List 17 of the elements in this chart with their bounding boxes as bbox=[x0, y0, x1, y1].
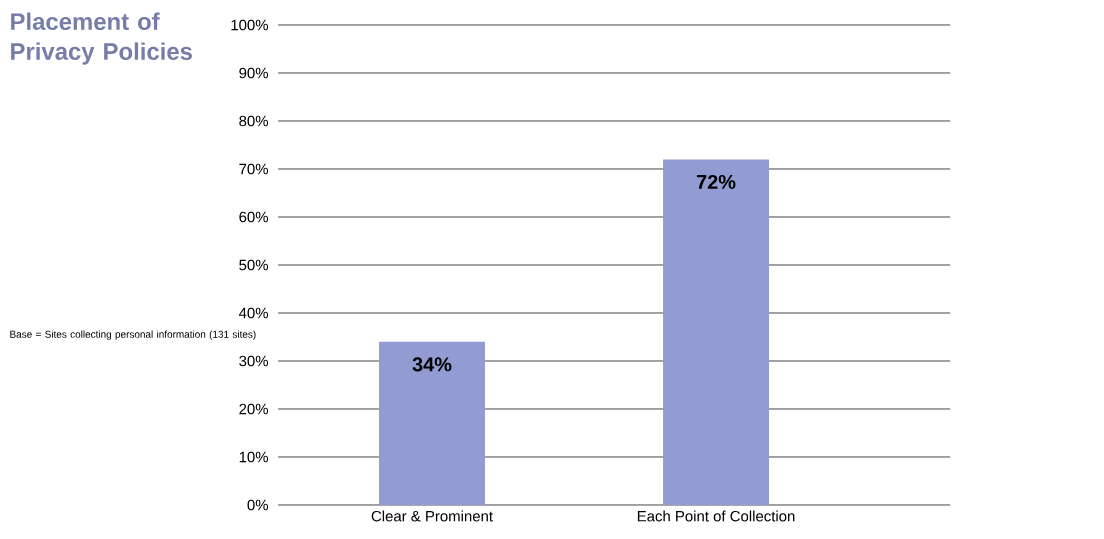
y-tick-label: 0% bbox=[247, 499, 269, 511]
y-tick-label: 80% bbox=[239, 115, 269, 127]
y-tick-label: 30% bbox=[239, 355, 269, 367]
y-tick-label: 40% bbox=[238, 307, 269, 319]
y-tick-label: 90% bbox=[239, 67, 269, 79]
x-tick-label: Each Point of Collection bbox=[637, 510, 795, 522]
y-tick-label: 20% bbox=[239, 403, 269, 415]
y-tick-label: 70% bbox=[239, 163, 269, 175]
data-label: 72% bbox=[696, 174, 736, 189]
y-tick-label: 10% bbox=[239, 451, 269, 463]
x-tick-label: Clear & Prominent bbox=[371, 510, 493, 522]
chart-title: Placement of Privacy Policies bbox=[11, 12, 192, 65]
y-tick-label: 60% bbox=[239, 211, 269, 223]
y-tick-label: 50% bbox=[239, 259, 269, 271]
y-tick-label: 100% bbox=[231, 19, 269, 31]
data-label: 34% bbox=[412, 357, 452, 372]
text: Base = Sites collecting personal information (131 sites) bbox=[10, 330, 256, 340]
